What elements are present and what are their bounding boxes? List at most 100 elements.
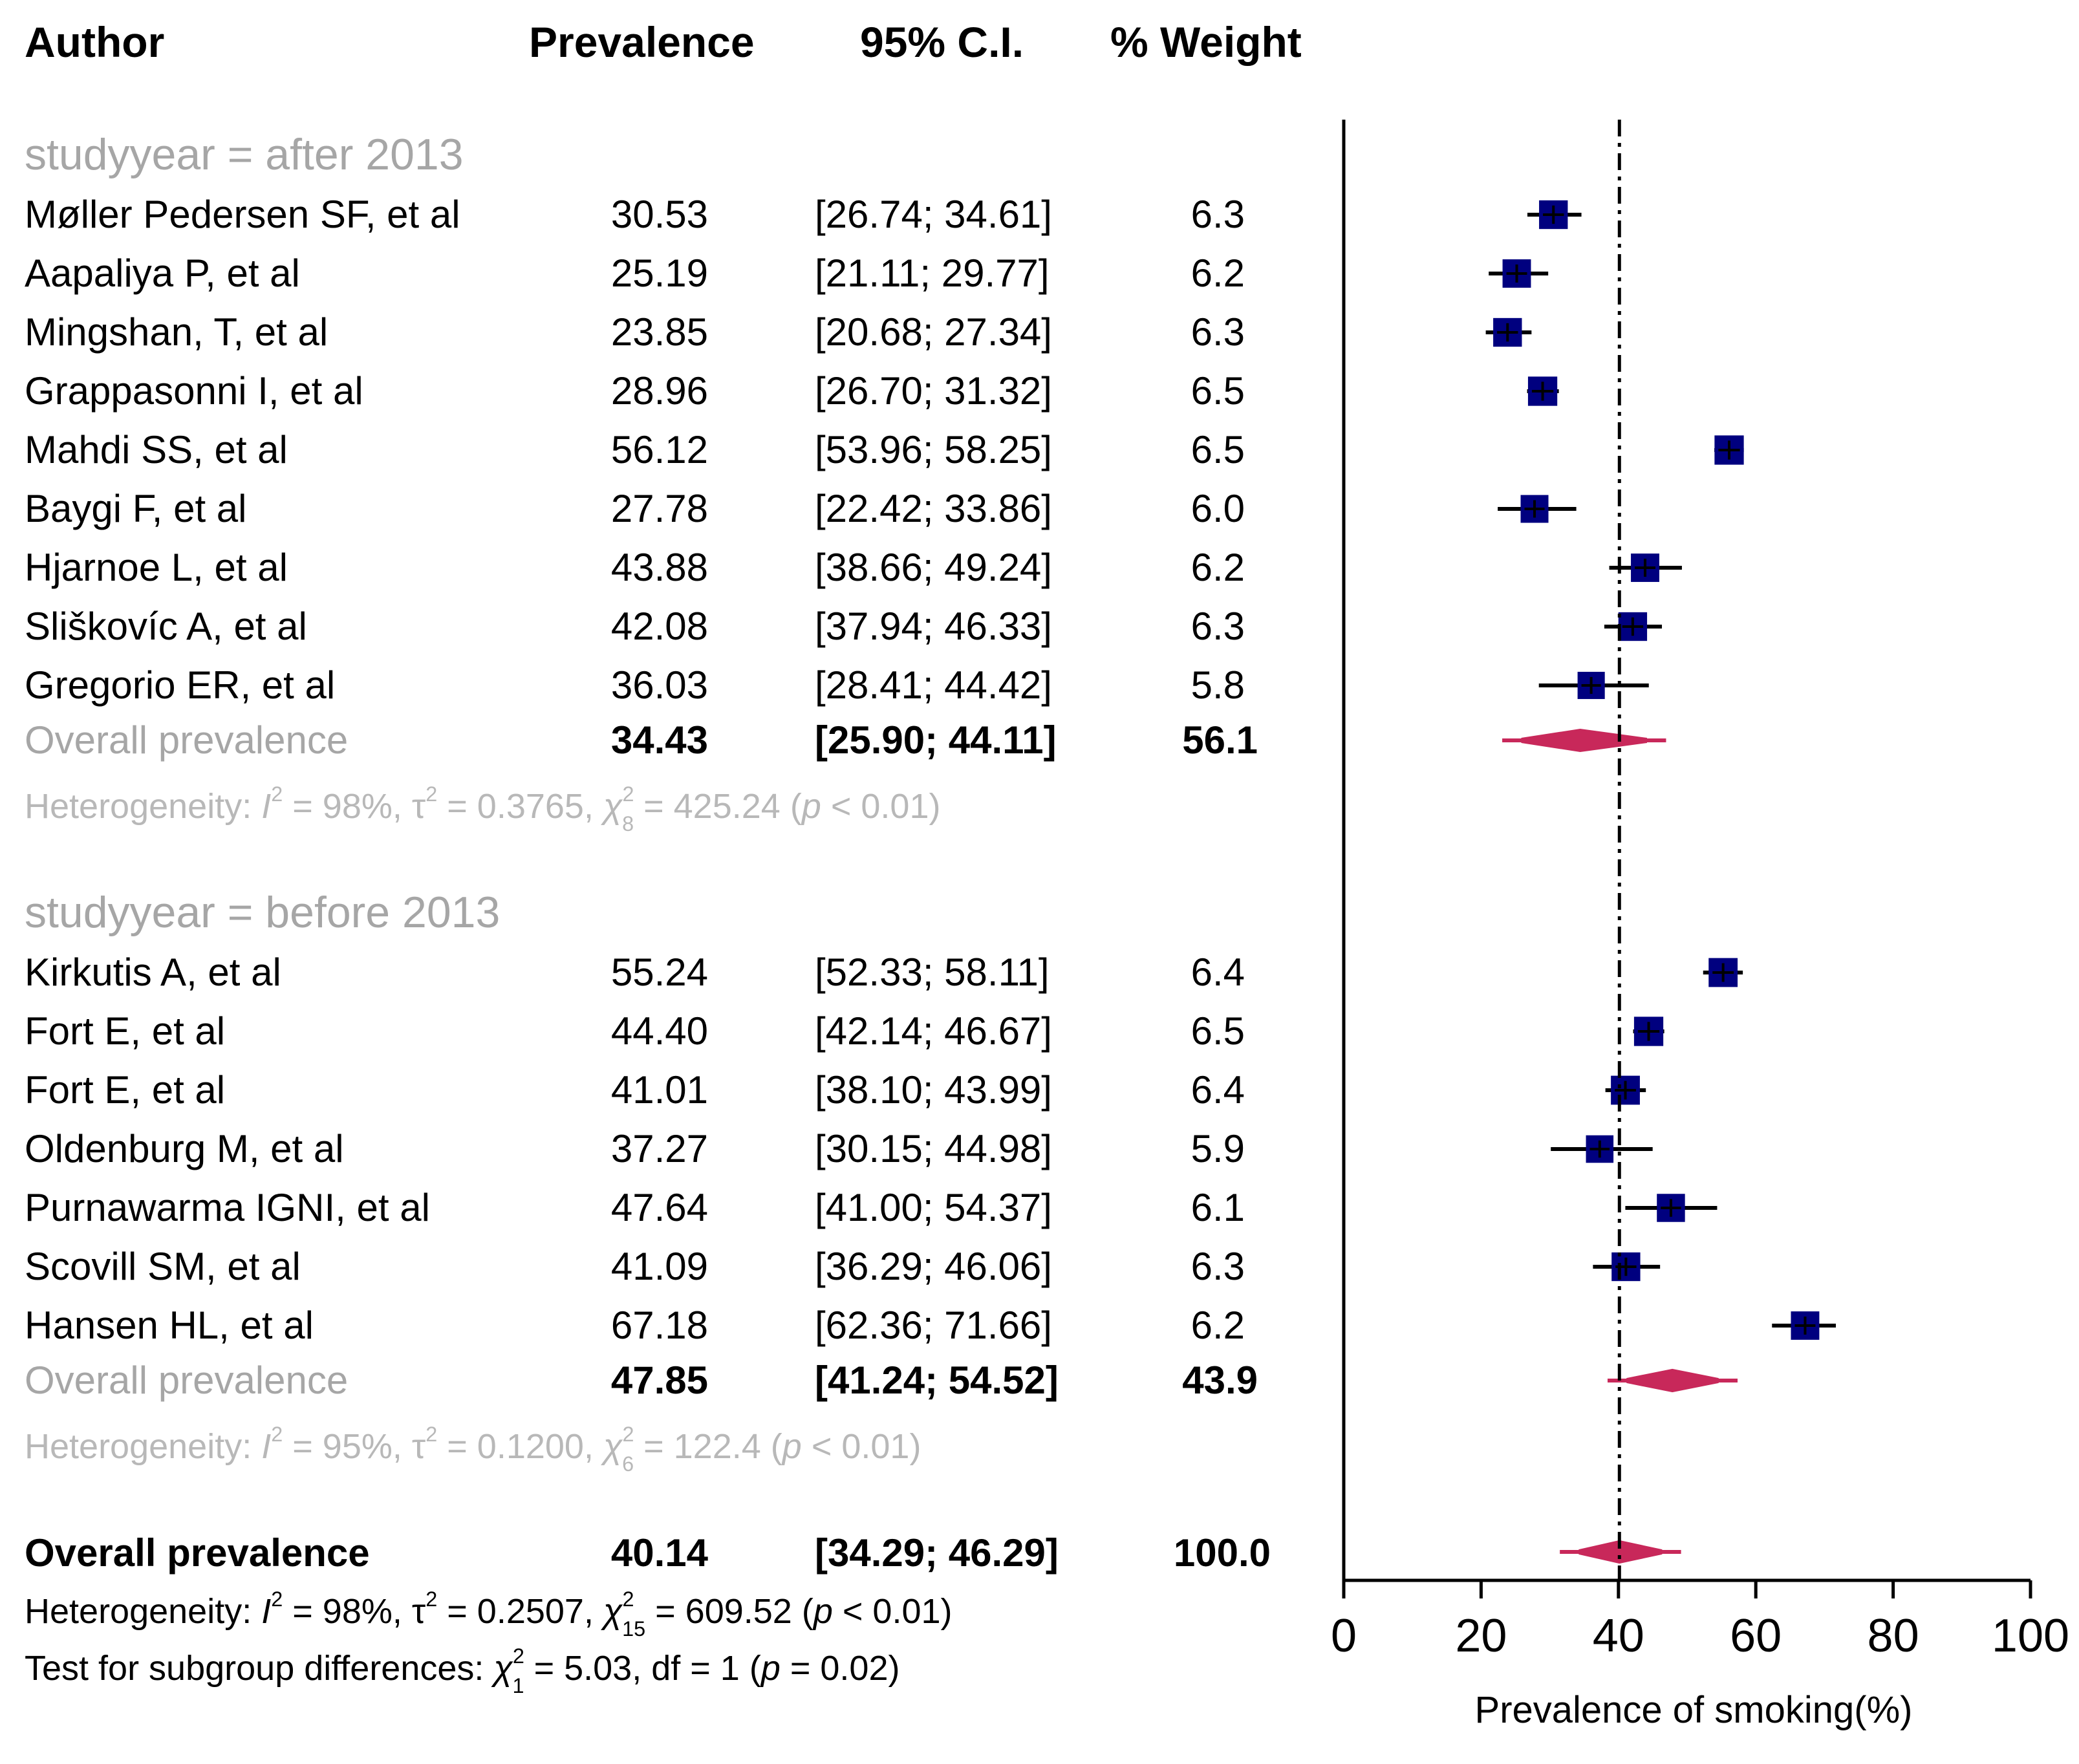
subgroup-summary-diamond — [1626, 1368, 1719, 1393]
study-ci: [21.11; 29.77] — [815, 252, 1050, 295]
subgroup-heterogeneity-chi-symbol: χ — [601, 787, 623, 826]
overall-weight: 100.0 — [1174, 1531, 1271, 1575]
subgroup-difference-test-chi-sup: 2 — [513, 1644, 524, 1668]
study-prevalence: 41.01 — [611, 1068, 708, 1112]
x-tick-label: 60 — [1730, 1610, 1782, 1662]
study-author: Møller Pedersen SF, et al — [25, 193, 460, 236]
study-author: Baygi F, et al — [25, 487, 247, 530]
subgroup-heterogeneity-tau-sup: 2 — [425, 782, 437, 806]
overall-heterogeneity-tau-symbol: τ — [412, 1592, 425, 1631]
subgroup-heterogeneity: Heterogeneity: I2 = 98%, τ2 = 0.3765, χ2… — [25, 782, 940, 835]
study-author: Kirkutis A, et al — [25, 951, 281, 994]
overall-heterogeneity-tau-sup: 2 — [425, 1587, 437, 1611]
subgroup-heterogeneity-tau-value: = 0.3765, — [437, 787, 603, 826]
overall-prevalence: 40.14 — [611, 1531, 709, 1575]
study-ci: [22.42; 33.86] — [815, 487, 1052, 530]
subgroup-difference-test-prefix: Test for subgroup differences: — [25, 1649, 493, 1688]
overall-heterogeneity-tau-value: = 0.2507, — [437, 1592, 603, 1631]
overall-heterogeneity-i2-value: = 98%, — [283, 1592, 412, 1631]
study-ci: [41.00; 54.37] — [815, 1186, 1052, 1229]
subgroup-heterogeneity-i2-value: = 95%, — [283, 1427, 412, 1466]
subgroup-heterogeneity-i2-sup: 2 — [271, 1423, 283, 1446]
study-ci: [52.33; 58.11] — [815, 951, 1050, 994]
study-weight: 5.8 — [1191, 663, 1245, 707]
study-prevalence: 42.08 — [611, 605, 708, 648]
subgroup-difference-test-p-value: = 0.02) — [781, 1649, 900, 1688]
study-author: Fort E, et al — [25, 1009, 225, 1053]
subgroup-heterogeneity-prefix: Heterogeneity: — [25, 787, 261, 826]
header-prevalence: Prevalence — [529, 18, 755, 66]
study-prevalence: 67.18 — [611, 1304, 708, 1347]
study-prevalence: 36.03 — [611, 663, 708, 707]
subgroup-heterogeneity-tau-sup: 2 — [425, 1423, 437, 1446]
study-weight: 6.2 — [1191, 1304, 1245, 1347]
subgroup-overall-label: Overall prevalence — [25, 718, 348, 762]
study-ci: [36.29; 46.06] — [815, 1245, 1052, 1288]
x-tick-label: 80 — [1868, 1610, 1919, 1662]
study-author: Sliškovíc A, et al — [25, 605, 307, 648]
study-prevalence: 28.96 — [611, 369, 708, 413]
study-author: Aapaliya P, et al — [25, 252, 300, 295]
study-ci: [38.10; 43.99] — [815, 1068, 1052, 1112]
study-weight: 6.4 — [1191, 951, 1245, 994]
subgroup-heterogeneity-tau-value: = 0.1200, — [437, 1427, 603, 1466]
subgroup-heterogeneity-chi-df: 6 — [622, 1452, 634, 1476]
subgroup-heterogeneity: Heterogeneity: I2 = 95%, τ2 = 0.1200, χ2… — [25, 1423, 921, 1476]
study-ci: [37.94; 46.33] — [815, 605, 1052, 648]
overall-heterogeneity-p-value: < 0.01) — [833, 1592, 953, 1631]
subgroup-difference-test: Test for subgroup differences: χ2 1 = 5.0… — [25, 1644, 899, 1697]
subgroup-overall-label: Overall prevalence — [25, 1359, 348, 1402]
subgroup-heterogeneity-chi-value: = 122.4 ( — [634, 1427, 782, 1466]
study-prevalence: 44.40 — [611, 1009, 708, 1053]
subgroup-title: studyyear = after 2013 — [25, 130, 464, 179]
subgroup-difference-test-chi-value: = 5.03, df = 1 ( — [524, 1649, 761, 1688]
study-ci: [62.36; 71.66] — [815, 1304, 1052, 1347]
subgroup-difference-test-p-symbol: p — [760, 1649, 781, 1688]
subgroup-heterogeneity-i2-symbol: I — [261, 1427, 271, 1466]
header-author: Author — [25, 18, 164, 66]
overall-heterogeneity-chi-symbol: χ — [601, 1592, 623, 1631]
study-ci: [26.70; 31.32] — [815, 369, 1052, 413]
overall-summary-diamond — [1578, 1540, 1663, 1564]
overall-heterogeneity-chi-sup: 2 — [622, 1587, 634, 1611]
study-prevalence: 25.19 — [611, 252, 708, 295]
subgroup-heterogeneity-p-value: < 0.01) — [802, 1427, 921, 1466]
study-author: Oldenburg M, et al — [25, 1127, 344, 1170]
subgroup-heterogeneity-chi-sup: 2 — [622, 782, 634, 806]
study-author: Hansen HL, et al — [25, 1304, 314, 1347]
study-ci: [28.41; 44.42] — [815, 663, 1052, 707]
x-tick-label: 0 — [1331, 1610, 1357, 1662]
study-prevalence: 47.64 — [611, 1186, 708, 1229]
study-weight: 6.3 — [1191, 193, 1245, 236]
study-ci: [26.74; 34.61] — [815, 193, 1052, 236]
subgroup-heterogeneity-i2-symbol: I — [261, 787, 271, 826]
study-prevalence: 43.88 — [611, 546, 708, 589]
study-prevalence: 41.09 — [611, 1245, 708, 1288]
subgroup-overall-weight: 43.9 — [1182, 1359, 1258, 1402]
subgroup-difference-test-chi-df: 1 — [513, 1674, 524, 1697]
study-prevalence: 55.24 — [611, 951, 708, 994]
subgroup-overall-ci: [41.24; 54.52] — [815, 1359, 1059, 1402]
x-tick-label: 100 — [1992, 1610, 2069, 1662]
subgroup-heterogeneity-i2-sup: 2 — [271, 782, 283, 806]
study-author: Mahdi SS, et al — [25, 428, 288, 471]
study-weight: 6.0 — [1191, 487, 1245, 530]
study-weight: 5.9 — [1191, 1127, 1245, 1170]
study-weight: 6.5 — [1191, 369, 1245, 413]
study-prevalence: 37.27 — [611, 1127, 708, 1170]
study-weight: 6.5 — [1191, 1009, 1245, 1053]
study-author: Mingshan, T, et al — [25, 310, 328, 354]
overall-heterogeneity-chi-df: 15 — [622, 1617, 645, 1640]
study-ci: [30.15; 44.98] — [815, 1127, 1052, 1170]
overall-heterogeneity-chi-value: = 609.52 ( — [645, 1592, 813, 1631]
study-ci: [42.14; 46.67] — [815, 1009, 1052, 1053]
subgroup-overall-weight: 56.1 — [1182, 718, 1258, 762]
overall-heterogeneity-i2-sup: 2 — [271, 1587, 283, 1611]
subgroup-heterogeneity-chi-value: = 425.24 ( — [634, 787, 802, 826]
study-weight: 6.3 — [1191, 310, 1245, 354]
subgroup-heterogeneity-chi-sup: 2 — [622, 1423, 634, 1446]
subgroup-heterogeneity-i2-value: = 98%, — [283, 787, 412, 826]
study-author: Grappasonni I, et al — [25, 369, 363, 413]
